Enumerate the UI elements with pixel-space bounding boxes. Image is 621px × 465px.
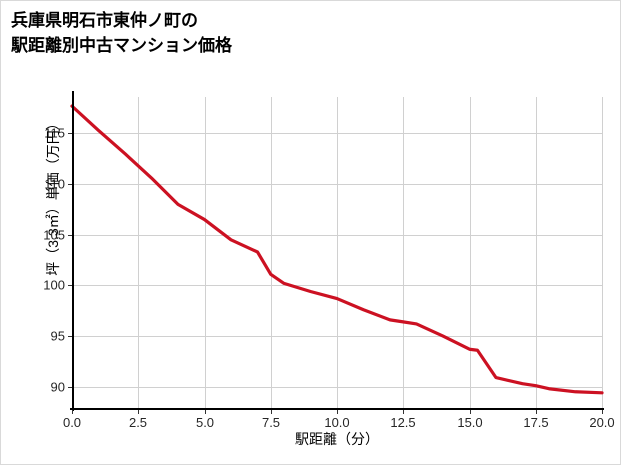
y-tick-label-2: 100	[43, 277, 65, 293]
plot-area	[70, 97, 604, 409]
x-tick-mark-1	[138, 410, 139, 414]
gridline-x-2.5	[138, 97, 139, 409]
y-tick-mark-1	[68, 336, 72, 337]
y-tick-mark-0	[68, 387, 72, 388]
y-tick-label-3: 105	[43, 227, 65, 243]
gridline-x-10	[337, 97, 338, 409]
x-tick-label-2: 5.0	[195, 415, 215, 430]
y-tick-label-4: 110	[44, 176, 65, 192]
gridline-x-7.5	[271, 97, 272, 409]
gridline-x-15	[470, 97, 471, 409]
x-tick-label-0: 0.0	[62, 415, 82, 430]
x-tick-label-3: 7.5	[261, 415, 281, 430]
y-axis-label: 坪（3.3㎡）単価（万円）	[45, 116, 61, 276]
chart-title: 兵庫県明石市東仲ノ町の 駅距離別中古マンション価格	[11, 11, 232, 55]
x-axis-label: 駅距離（分）	[295, 431, 379, 447]
y-tick-mark-5	[68, 133, 72, 134]
series-line-tsubo-unit-price	[70, 104, 604, 395]
y-tick-mark-2	[68, 285, 72, 286]
x-tick-mark-7	[536, 410, 537, 414]
x-tick-label-6: 15.0	[457, 415, 483, 430]
x-tick-label-1: 2.5	[128, 415, 148, 430]
y-tick-label-0: 90	[50, 379, 65, 395]
gridline-x-20	[602, 97, 603, 409]
gridline-x-12.5	[403, 97, 404, 409]
x-tick-mark-0	[72, 410, 73, 414]
y-tick-mark-4	[68, 184, 72, 185]
y-tick-mark-3	[68, 235, 72, 236]
x-tick-mark-3	[271, 410, 272, 414]
x-tick-mark-5	[403, 410, 404, 414]
x-tick-mark-2	[205, 410, 206, 414]
x-tick-label-8: 20.0	[589, 415, 615, 430]
x-tick-mark-4	[337, 410, 338, 414]
gridline-x-5	[205, 97, 206, 409]
y-tick-label-1: 95	[50, 328, 65, 344]
x-tick-mark-6	[470, 410, 471, 414]
series-line-layer	[70, 104, 604, 395]
x-axis-line	[70, 408, 604, 410]
x-tick-label-4: 10.0	[324, 415, 350, 430]
y-axis-line	[72, 91, 74, 411]
x-tick-label-5: 12.5	[390, 415, 416, 430]
gridline-x-17.5	[536, 97, 537, 409]
y-tick-label-5: 115	[44, 125, 65, 141]
x-tick-label-7: 17.5	[523, 415, 549, 430]
x-tick-mark-8	[602, 410, 603, 414]
